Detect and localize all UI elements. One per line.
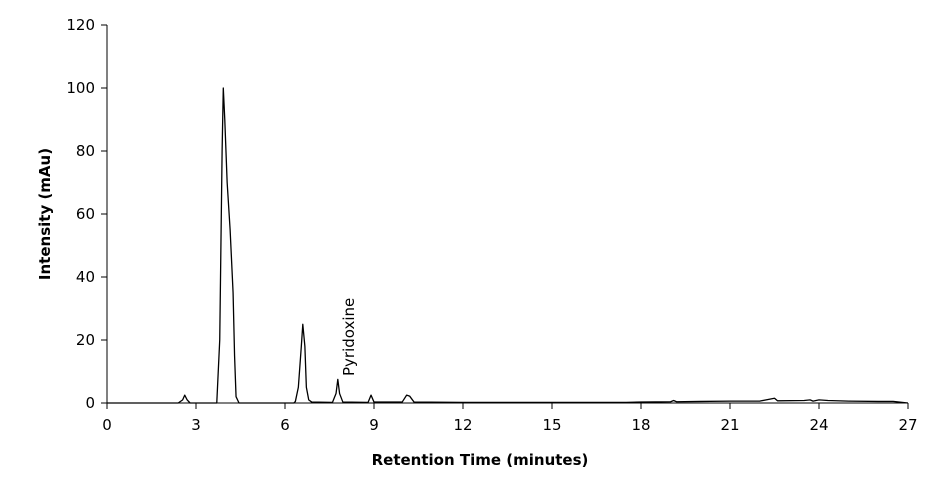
x-tick-label: 15 [542,416,561,434]
x-tick-label: 21 [720,416,739,434]
x-tick-label: 0 [102,416,112,434]
y-axis-label: Intensity (mAu) [36,148,54,280]
y-tick-label: 20 [76,331,95,349]
x-axis-label: Retention Time (minutes) [372,451,589,469]
x-tick-label: 9 [369,416,379,434]
x-tick-label: 24 [809,416,828,434]
x-tick-label: 27 [898,416,917,434]
x-tick-label: 18 [631,416,650,434]
x-tick-label: 12 [453,416,472,434]
y-tick-label: 0 [85,394,95,412]
peak-annotation: Pyridoxine [340,298,358,376]
x-tick-label: 3 [191,416,201,434]
y-tick-label: 40 [76,268,95,286]
y-tick-label: 120 [66,16,95,34]
y-tick-label: 60 [76,205,95,223]
x-tick-label: 6 [280,416,290,434]
y-tick-label: 80 [76,142,95,160]
y-tick-label: 100 [66,79,95,97]
trace-line [107,87,909,404]
